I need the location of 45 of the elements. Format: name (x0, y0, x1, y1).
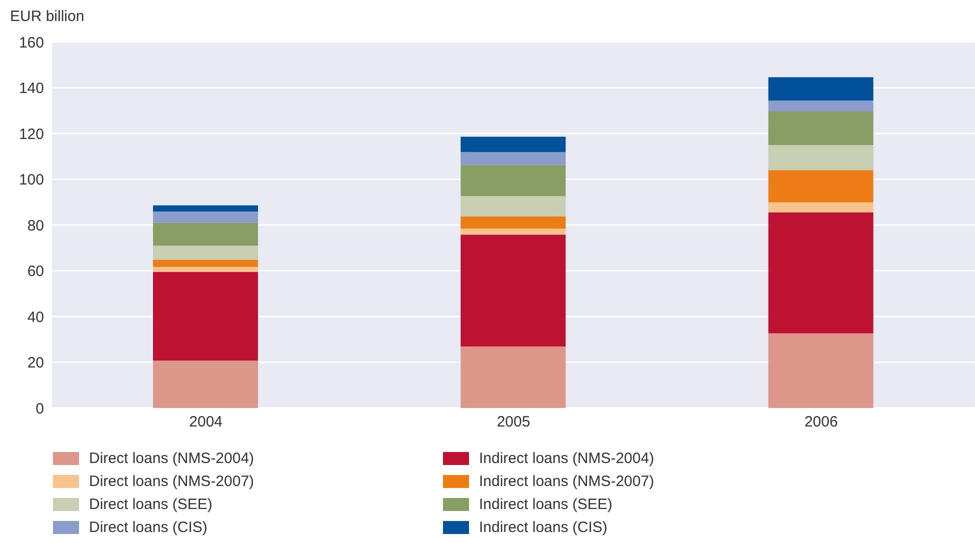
x-tick-label: 2004 (189, 414, 223, 431)
bar (153, 212, 258, 223)
bar (460, 165, 566, 196)
y-tick-label: 100 (18, 172, 44, 189)
legend-label: Indirect loans (NMS-2004) (479, 450, 654, 467)
bar (460, 346, 566, 408)
x-tick-label: 2006 (804, 414, 838, 431)
bar (460, 196, 566, 217)
y-tick-label: 140 (18, 80, 44, 98)
bar (460, 228, 566, 235)
legend-label: Direct loans (CIS) (89, 519, 208, 536)
legend-label: Indirect loans (NMS-2007) (479, 473, 654, 490)
y-tick-label: 20 (27, 354, 44, 372)
bar (768, 333, 874, 408)
y-tick-label: 80 (27, 217, 44, 234)
bar (460, 136, 566, 152)
bar (768, 212, 874, 334)
legend-label: Indirect loans (SEE) (479, 496, 612, 513)
y-tick-label: 120 (18, 126, 44, 143)
y-tick-label: 40 (27, 308, 44, 326)
bar (768, 77, 874, 101)
bar (768, 170, 874, 202)
bar (460, 152, 566, 166)
bar (460, 234, 566, 346)
y-tick-label: 160 (18, 34, 44, 52)
legend-label: Direct loans (NMS-2004) (89, 450, 254, 467)
x-tick-label: 2005 (496, 414, 530, 431)
y-tick-label: 60 (27, 263, 44, 280)
y-axis-title: EUR billion (10, 8, 86, 27)
y-tick-label: 0 (36, 400, 44, 418)
bar (768, 202, 874, 212)
bar (153, 222, 258, 246)
bar (153, 260, 258, 267)
bar (768, 144, 874, 170)
bar (153, 266, 258, 272)
legend-label: Direct loans (NMS-2007) (89, 473, 254, 490)
legend-label: Direct loans (SEE) (89, 496, 212, 513)
bar (768, 112, 874, 145)
bar (153, 272, 258, 361)
bar (153, 360, 258, 408)
bar (153, 246, 258, 260)
legend-label: Indirect loans (CIS) (479, 519, 608, 536)
bar (768, 100, 874, 112)
bar (153, 205, 258, 212)
bar (460, 216, 566, 229)
